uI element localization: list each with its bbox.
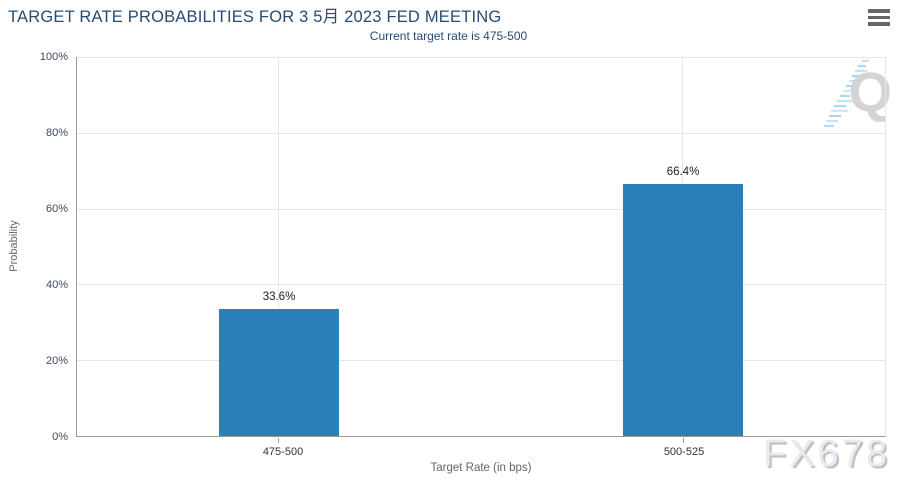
q-logo-watermark: Q [822,56,896,134]
chart-subtitle: Current target rate is 475-500 [369,29,528,43]
bar-value-label: 33.6% [262,290,296,303]
bar-columns: 33.6% 66.4% [77,57,885,436]
q-logo-letter: Q [848,60,892,123]
bar-column: 66.4% [481,57,885,436]
y-tick-label: 20% [45,355,68,367]
hamburger-menu-icon[interactable] [868,9,890,27]
bar-column: 33.6% [77,57,481,436]
bar-500-525[interactable] [623,184,743,436]
hamburger-bar [868,15,890,19]
y-tick-label: 80% [45,127,68,139]
x-tick-mark [278,438,279,443]
chart-title: TARGET RATE PROBABILITIES FOR 3 5月 2023 … [8,8,502,26]
y-tick-label: 0% [52,431,68,443]
bar-value-label: 66.4% [666,166,700,179]
fx678-watermark: FX678 [763,433,890,475]
x-tick-label: 500-525 [663,446,705,458]
x-axis-title: Target Rate (in bps) [430,462,532,474]
gridline-40 [77,284,885,286]
hamburger-bar [868,22,890,26]
hamburger-bar [868,9,890,13]
plot-area: 33.6% 66.4% [76,57,886,437]
gridline-80 [77,132,885,134]
x-tick-mark [683,438,684,443]
y-tick-label: 40% [45,279,68,291]
x-tick-label: 475-500 [262,446,304,458]
y-tick-label: 60% [45,203,68,215]
y-tick-label: 100% [39,51,68,63]
q-logo-dashes [824,59,869,128]
bar-475-500[interactable] [219,308,339,436]
gridline-100 [77,57,885,58]
gridline-60 [77,208,885,210]
gridline-20 [77,360,885,362]
y-axis-title: Probability [8,220,20,272]
gridline-category-1 [278,57,279,436]
